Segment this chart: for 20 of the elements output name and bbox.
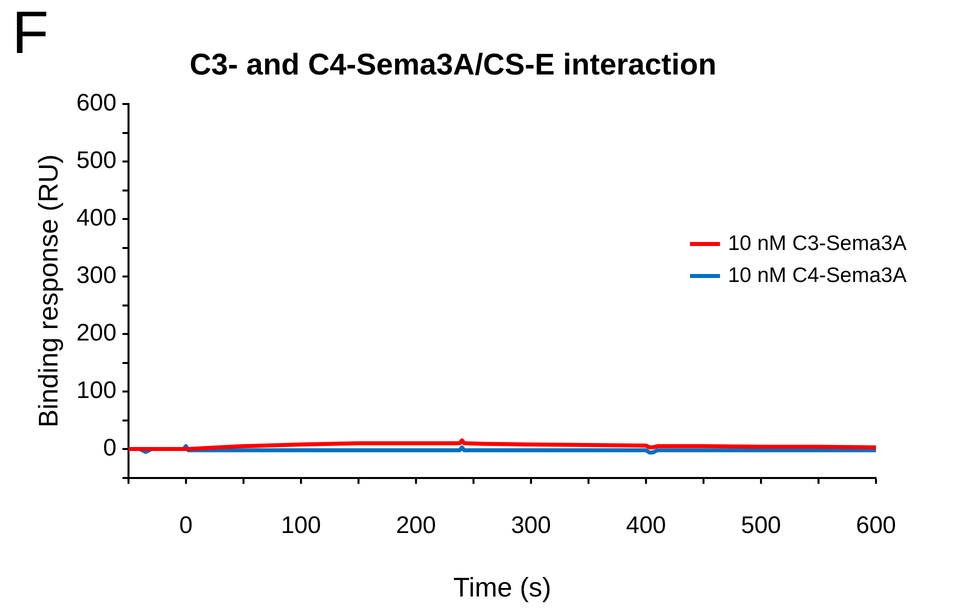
legend-label: 10 nM C4-Sema3A bbox=[728, 264, 907, 288]
y-tick-label: 500 bbox=[76, 147, 116, 174]
legend-label: 10 nM C3-Sema3A bbox=[728, 232, 907, 256]
chart-title: C3- and C4-Sema3A/CS-E interaction bbox=[190, 48, 716, 82]
y-tick-label: 400 bbox=[76, 204, 116, 232]
y-tick-label: 100 bbox=[76, 377, 116, 404]
x-tick-label: 600 bbox=[856, 512, 896, 539]
y-axis-title: Binding response (RU) bbox=[34, 154, 64, 428]
x-tick-label: 300 bbox=[510, 512, 551, 539]
text: F bbox=[12, 0, 49, 67]
y-tick-label: 200 bbox=[76, 320, 116, 347]
y-tick-label: 600 bbox=[76, 90, 116, 117]
x-tick-label: 100 bbox=[280, 512, 321, 539]
x-tick-label: 0 bbox=[179, 512, 193, 539]
x-tick-label: 400 bbox=[626, 512, 666, 539]
x-tick-label: 500 bbox=[740, 512, 782, 539]
y-tick-label: 300 bbox=[76, 262, 116, 290]
x-tick-label: 200 bbox=[396, 512, 436, 539]
x-axis-title: Time (s) bbox=[453, 572, 552, 602]
y-tick-label: 0 bbox=[103, 434, 116, 462]
